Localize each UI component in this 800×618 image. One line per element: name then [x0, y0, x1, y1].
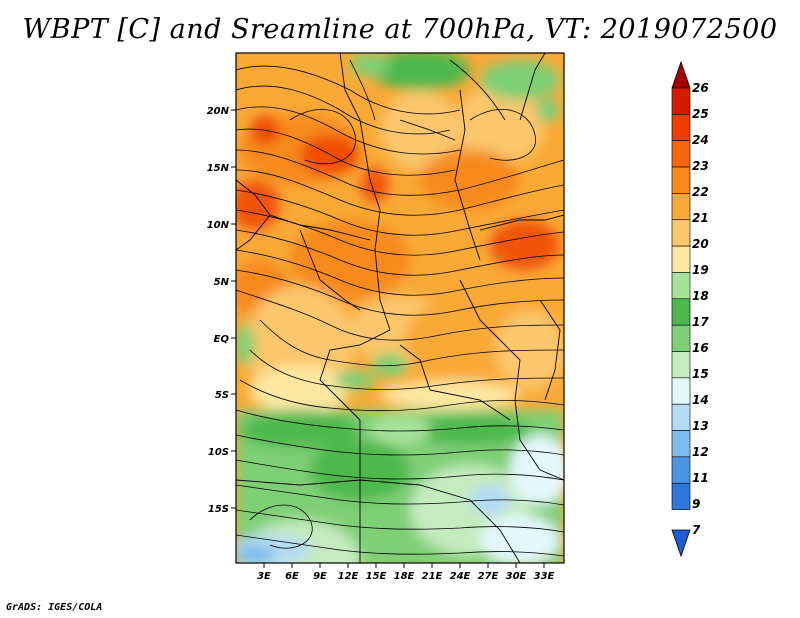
lat-label-10n: 10N	[207, 220, 230, 231]
lon-label-21e: 21E	[422, 571, 443, 582]
colorbar-label-7: 7	[692, 523, 701, 537]
colorbar-label-13: 13	[692, 419, 709, 433]
lon-label-30e: 30E	[506, 571, 527, 582]
colorbar-segment	[671, 298, 691, 326]
lat-label-20n: 20N	[207, 106, 230, 117]
colorbar-label-14: 14	[692, 393, 709, 407]
lon-label-6e: 6E	[285, 571, 299, 582]
latitude-axis: 20N 15N 10N 5N EQ 5S 10S 15S	[207, 106, 236, 515]
colorbar-segment	[671, 193, 691, 221]
colorbar-segment	[671, 482, 691, 510]
colorbar-label-15: 15	[692, 367, 709, 381]
lon-label-15e: 15E	[366, 571, 387, 582]
colorbar-label-9: 9	[692, 497, 700, 511]
colorbar-label-16: 16	[692, 341, 709, 355]
colorbar-segment	[671, 272, 691, 300]
colorbar-segment	[671, 430, 691, 458]
colorbar-segment	[671, 324, 691, 352]
lon-label-18e: 18E	[394, 571, 415, 582]
colorbar-segment	[671, 114, 691, 141]
colorbar-label-26: 26	[692, 81, 709, 95]
colorbar-segment	[671, 403, 691, 431]
colorbar-label-21: 21	[692, 211, 709, 225]
colorbar-segment	[671, 377, 691, 405]
colorbar-label-17: 17	[692, 315, 709, 329]
lon-label-33e: 33E	[534, 571, 555, 582]
colorbar-bottom-arrow	[671, 529, 691, 558]
lat-label-10s: 10S	[208, 447, 229, 458]
colorbar-segment	[671, 351, 691, 379]
colorbar-label-19: 19	[692, 263, 709, 277]
wbpt-shading	[236, 53, 564, 563]
lon-label-24e: 24E	[450, 571, 471, 582]
lon-label-9e: 9E	[313, 571, 327, 582]
longitude-axis: 3E 6E 9E 12E 15E 18E 21E 24E 27E 30E 33E	[257, 563, 555, 582]
lat-label-15s: 15S	[208, 504, 229, 515]
colorbar-segment	[671, 166, 691, 194]
colorbar-label-22: 22	[692, 185, 709, 199]
lat-label-15n: 15N	[207, 163, 230, 174]
colorbar-segment	[671, 140, 691, 168]
lat-label-5s: 5S	[215, 390, 229, 401]
grads-footer: GrADS: IGES/COLA	[6, 602, 103, 613]
colorbar-label-11: 11	[692, 471, 709, 485]
colorbar-label-12: 12	[692, 445, 709, 459]
colorbar-segment	[671, 456, 691, 484]
colorbar-segment	[671, 87, 691, 115]
colorbar-segment	[671, 219, 691, 247]
map-title: WBPT [C] and Sreamline at 700hPa, VT: 20…	[22, 14, 778, 45]
lat-label-eq: EQ	[214, 334, 230, 345]
lon-label-27e: 27E	[478, 571, 499, 582]
colorbar-label-20: 20	[692, 237, 709, 251]
lat-label-5n: 5N	[214, 277, 230, 288]
colorbar-label-23: 23	[692, 159, 709, 173]
lon-label-12e: 12E	[338, 571, 359, 582]
colorbar-label-25: 25	[692, 107, 709, 121]
lon-label-3e: 3E	[257, 571, 271, 582]
colorbar-label-18: 18	[692, 289, 709, 303]
colorbar-top-arrow	[671, 60, 691, 89]
colorbar-segment	[671, 245, 691, 273]
colorbar-label-24: 24	[692, 133, 709, 147]
map-frame	[235, 52, 565, 564]
colorbar: 26 25 24 23 22 21 20 19 18 17 16 15 14 1…	[671, 60, 709, 558]
country-borders	[236, 53, 564, 563]
